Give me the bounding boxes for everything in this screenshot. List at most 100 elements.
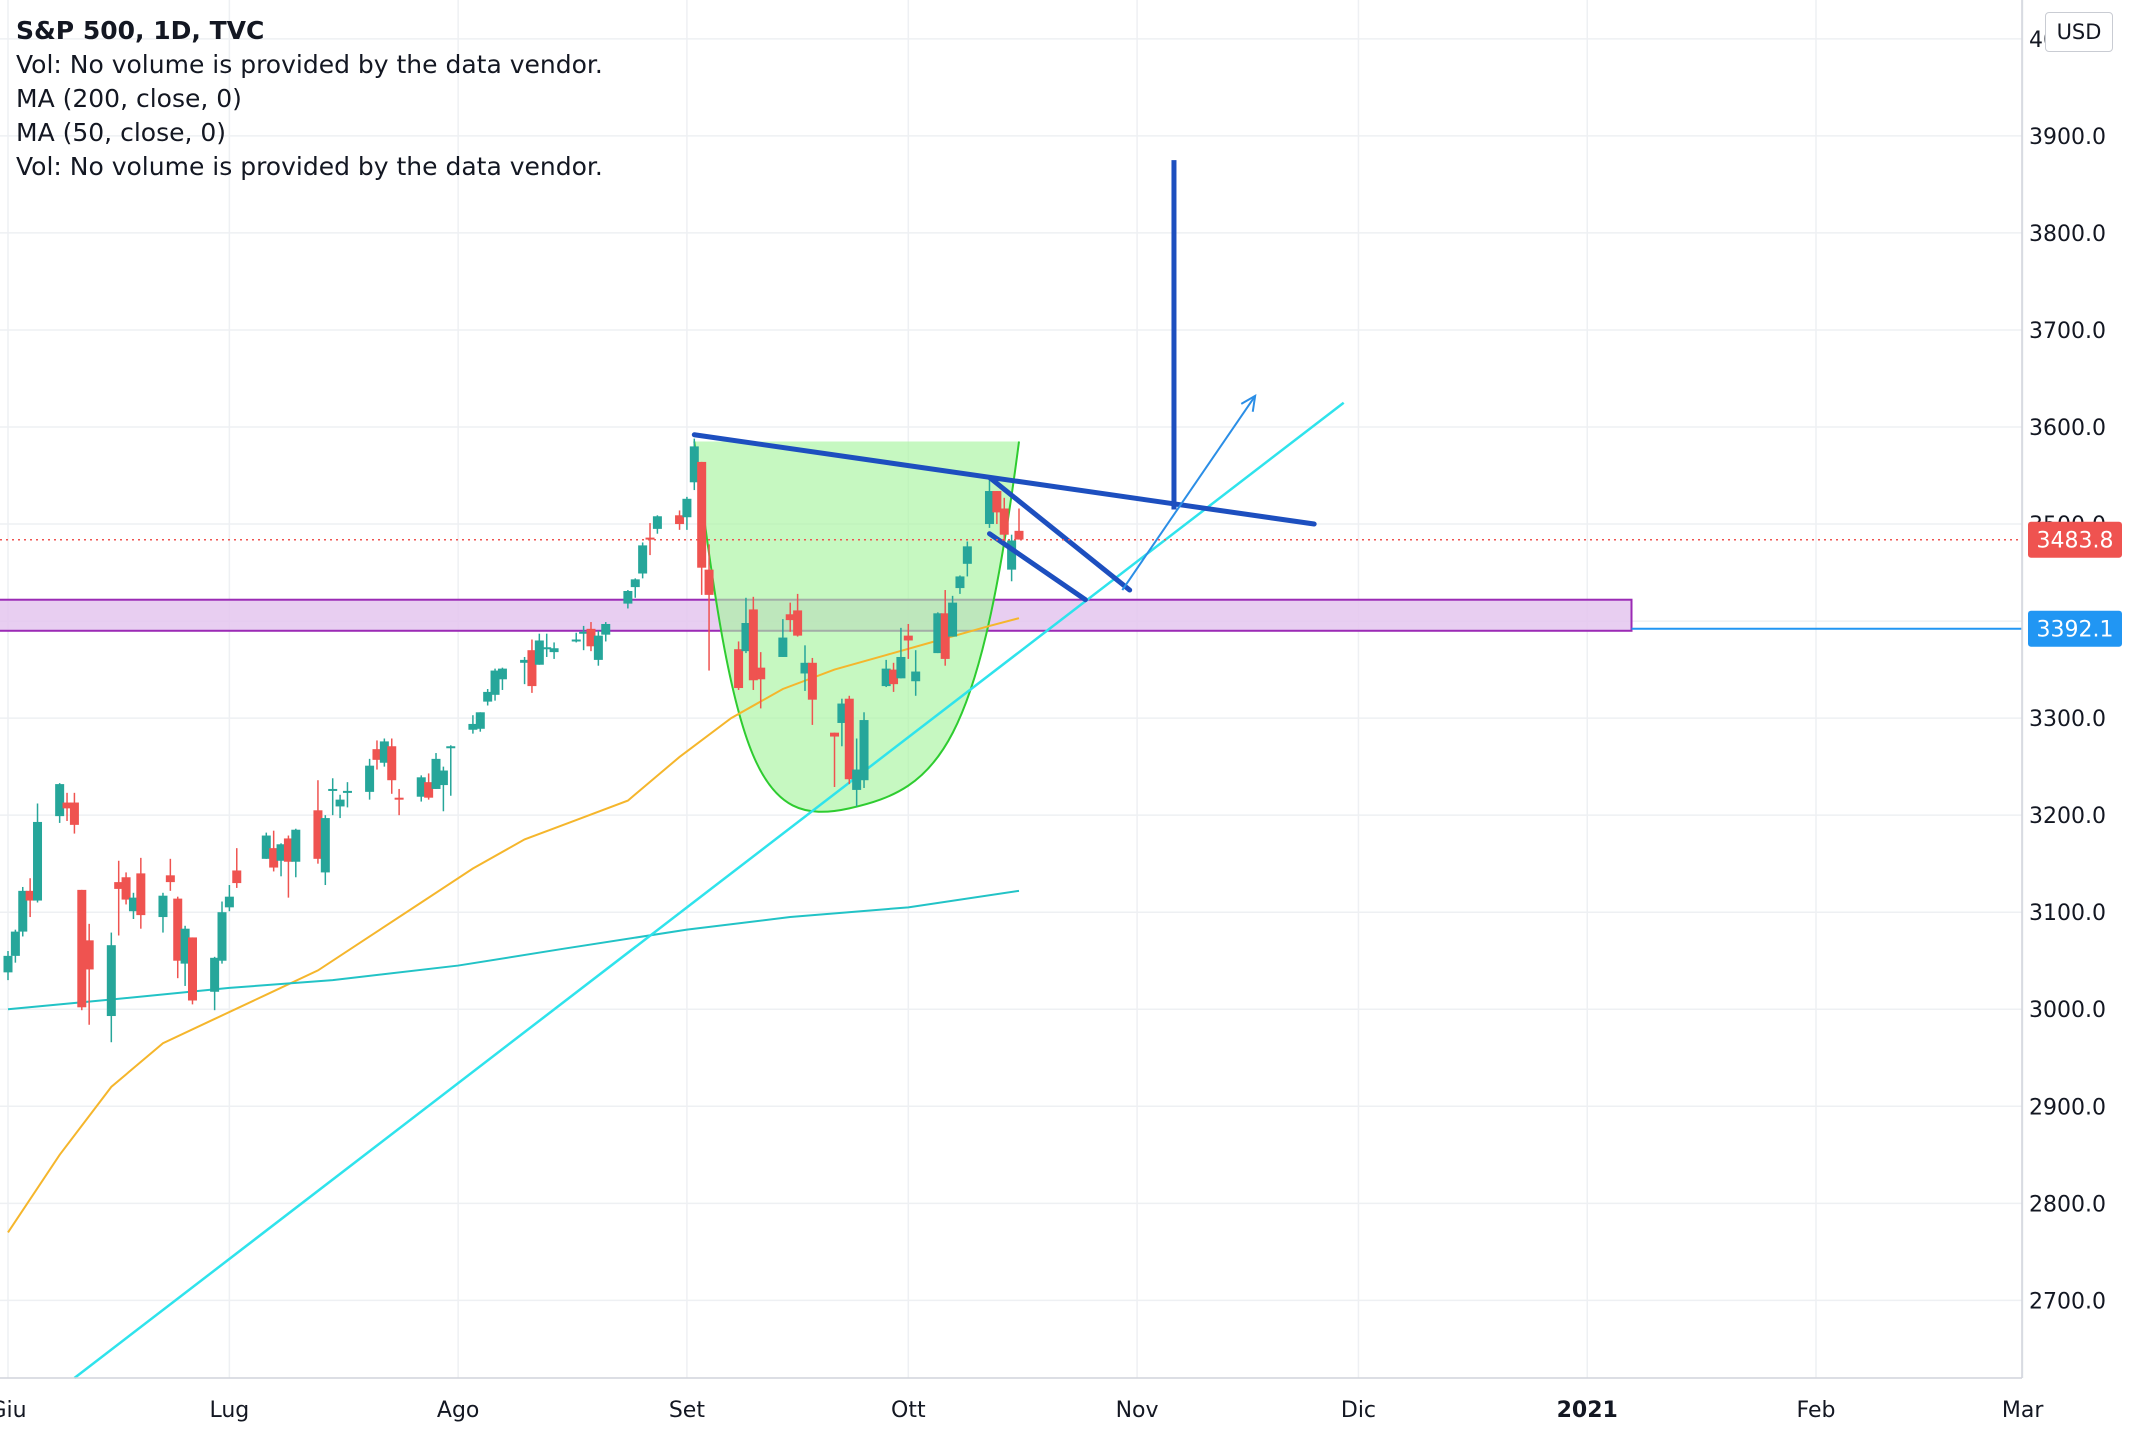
time-tick-label: Mar bbox=[2002, 1398, 2044, 1423]
candle-body bbox=[158, 895, 168, 918]
ma50-indicator-label[interactable]: MA (50, close, 0) bbox=[16, 118, 227, 147]
candle-body bbox=[261, 835, 271, 859]
candle-body bbox=[394, 797, 404, 800]
price-tick-label: 2800.0 bbox=[2029, 1192, 2106, 1217]
candle-body bbox=[844, 698, 854, 780]
price-tick-label: 3000.0 bbox=[2029, 998, 2106, 1023]
flag-line bbox=[986, 474, 1133, 593]
candle-body bbox=[630, 579, 640, 588]
candle-body bbox=[549, 648, 559, 653]
time-tick-label: Ago bbox=[437, 1398, 479, 1423]
candle-body bbox=[999, 508, 1009, 535]
candle-body bbox=[431, 758, 441, 789]
candle-body bbox=[778, 637, 788, 657]
candle-body bbox=[741, 623, 751, 652]
candle-body bbox=[328, 788, 338, 791]
volume-indicator-label[interactable]: Vol: No volume is provided by the data v… bbox=[16, 50, 603, 79]
candle-body bbox=[497, 668, 507, 680]
candle-body bbox=[121, 877, 131, 900]
candle-body bbox=[793, 610, 803, 636]
time-tick-label: Nov bbox=[1116, 1398, 1159, 1423]
candle-body bbox=[424, 782, 434, 798]
candle-body bbox=[571, 639, 581, 642]
candle-body bbox=[365, 765, 375, 792]
candle-body bbox=[948, 602, 958, 637]
candle-body bbox=[475, 712, 485, 729]
candle-body bbox=[438, 770, 448, 786]
candle-body bbox=[785, 614, 795, 621]
candle-body bbox=[623, 590, 633, 604]
candle-body bbox=[852, 769, 862, 790]
candle-body bbox=[911, 671, 921, 682]
candle-body bbox=[542, 647, 552, 650]
candle-body bbox=[889, 669, 899, 685]
candle-body bbox=[217, 912, 227, 961]
candle-body bbox=[638, 545, 648, 574]
candle-body bbox=[269, 848, 279, 868]
candle-body bbox=[283, 838, 293, 862]
candle-body bbox=[579, 631, 589, 634]
price-tick-label: 3200.0 bbox=[2029, 804, 2106, 829]
candle-body bbox=[18, 890, 28, 932]
ma200-indicator-label[interactable]: MA (200, close, 0) bbox=[16, 84, 242, 113]
candle-body bbox=[748, 609, 758, 681]
candle-body bbox=[62, 802, 72, 809]
ascending-trendline bbox=[73, 401, 1345, 1379]
candle-body bbox=[652, 516, 662, 529]
candle-body bbox=[335, 799, 345, 807]
cup-pattern[interactable] bbox=[693, 441, 1020, 813]
candle-body bbox=[10, 931, 20, 956]
trend-line[interactable] bbox=[73, 401, 1345, 1379]
candle-body bbox=[1014, 530, 1024, 540]
currency-button[interactable]: USD bbox=[2045, 12, 2113, 52]
candle-body bbox=[276, 844, 286, 861]
candle-body bbox=[830, 732, 840, 737]
candle-body bbox=[446, 746, 456, 749]
time-tick-label: Lug bbox=[209, 1398, 249, 1423]
candle-body bbox=[881, 668, 891, 687]
candle-body bbox=[128, 897, 138, 912]
candle-body bbox=[232, 870, 242, 884]
price-tick-label: 3300.0 bbox=[2029, 707, 2106, 732]
resistance-line bbox=[691, 432, 1317, 527]
price-tick-label: 3600.0 bbox=[2029, 416, 2106, 441]
price-tag-label: 3483.8 bbox=[2037, 529, 2114, 554]
time-tick-label: 2021 bbox=[1557, 1398, 1618, 1423]
candle-body bbox=[534, 640, 544, 665]
price-axis[interactable]: 2700.0 2800.0 2900.0 3000.0 3100.0 3200.0 3300… bbox=[2021, 0, 2122, 1378]
candle-body bbox=[962, 546, 972, 564]
time-tick-label: Ott bbox=[891, 1398, 926, 1423]
moving-averages bbox=[7, 617, 1020, 1233]
candle-body bbox=[180, 928, 190, 964]
price-tick-label: 2900.0 bbox=[2029, 1095, 2106, 1120]
ma200-line bbox=[7, 889, 1020, 1011]
pattern-drawings[interactable] bbox=[691, 160, 1317, 603]
price-tick-label: 3100.0 bbox=[2029, 901, 2106, 926]
price-tick-label: 3900.0 bbox=[2029, 125, 2106, 150]
cup-fill bbox=[694, 441, 1019, 812]
candle-body bbox=[77, 889, 87, 1008]
chart-legend: S&P 500, 1D, TVC Vol: No volume is provi… bbox=[16, 14, 603, 184]
candle-body bbox=[210, 957, 220, 992]
candle-body bbox=[387, 746, 397, 781]
candle-body bbox=[586, 628, 596, 647]
price-tick-label: 2700.0 bbox=[2029, 1289, 2106, 1314]
flag-line bbox=[986, 531, 1088, 603]
projection-arrow bbox=[1121, 395, 1256, 591]
price-lines bbox=[0, 538, 2022, 630]
candle-body bbox=[704, 569, 714, 595]
candle-body bbox=[313, 810, 323, 859]
volume-indicator-label-2[interactable]: Vol: No volume is provided by the data v… bbox=[16, 152, 603, 181]
candle-body bbox=[490, 670, 500, 695]
candle-body bbox=[69, 802, 79, 825]
candle-body bbox=[114, 882, 124, 889]
time-tick-label: Giu bbox=[0, 1398, 27, 1423]
candle-body bbox=[165, 875, 175, 883]
candle-body bbox=[697, 461, 707, 568]
time-axis[interactable]: Giu Lug Ago Set Ott Nov Dic 2021 Feb Mar bbox=[0, 1377, 2044, 1423]
candle-body bbox=[468, 723, 478, 730]
symbol-title[interactable]: S&P 500, 1D, TVC bbox=[16, 16, 265, 45]
candle-body bbox=[593, 635, 603, 660]
grid-lines bbox=[0, 0, 2024, 1378]
